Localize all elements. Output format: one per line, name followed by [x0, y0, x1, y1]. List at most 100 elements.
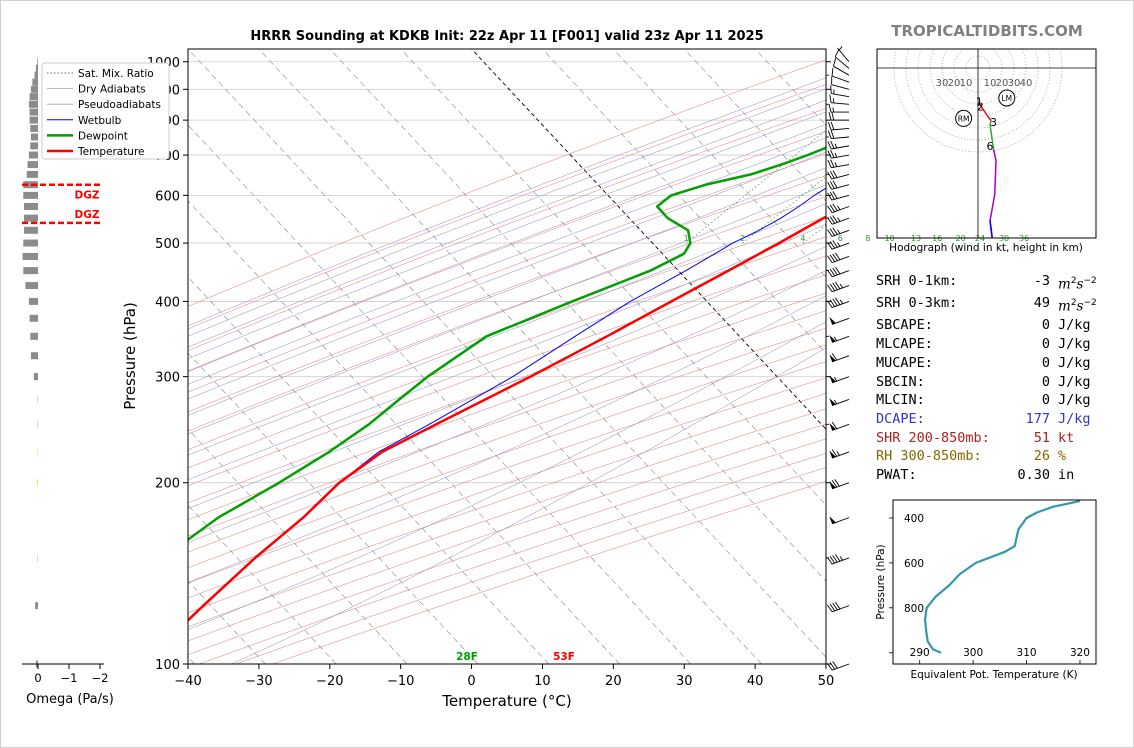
- barb-flag: [829, 481, 836, 489]
- barb-full: [830, 85, 832, 94]
- barb-full: [827, 205, 833, 213]
- barb-staff: [831, 127, 850, 131]
- barb-full: [832, 227, 838, 235]
- legend-label-moist: Pseudoadiabats: [78, 99, 161, 111]
- wind-barb: [829, 449, 850, 459]
- mixing-ratio-label: 4: [800, 234, 805, 243]
- dry-adiabat: [188, 344, 826, 568]
- legend-box: [41, 62, 170, 160]
- wind-barb: [827, 227, 850, 237]
- barb-full: [828, 112, 832, 121]
- theta-e-x-tick-label: 290: [910, 647, 930, 659]
- x-tick-label: 40: [747, 674, 764, 689]
- barb-flag: [829, 450, 836, 459]
- barb-full: [832, 555, 838, 563]
- stat-row: SBCIN: 0 J/kg: [876, 373, 1097, 392]
- stat-label: RH 300-850mb:: [876, 448, 982, 465]
- hodograph-height-label: 1: [976, 97, 983, 109]
- barb-staff: [831, 663, 850, 671]
- dry-adiabat: [188, 393, 826, 613]
- stat-unit-part: s: [1076, 276, 1084, 293]
- barb-full: [831, 353, 838, 361]
- dry-adiabat: [188, 131, 826, 372]
- barb-half: [834, 152, 838, 158]
- wind-barb: [827, 281, 850, 293]
- stat-unit: J/kg: [1058, 317, 1091, 334]
- mixing-ratio-label: 13: [911, 234, 921, 243]
- stat-label: SBCAPE:: [876, 317, 933, 334]
- barb-full: [832, 253, 838, 261]
- barb-full: [830, 121, 835, 130]
- mixing-ratio-label: 36: [1019, 234, 1029, 243]
- legend-label-dry: Dry Adiabats: [78, 84, 146, 96]
- dgz-label: DGZ: [75, 209, 100, 221]
- stat-value: 177: [1025, 410, 1050, 427]
- thermo-grid: [188, 49, 826, 664]
- hodograph-segment: [977, 102, 992, 122]
- stat-value: 0: [1041, 392, 1050, 409]
- x-tick-label: 20: [605, 674, 622, 689]
- barb-full: [827, 557, 833, 565]
- hodograph-height-label: 2: [977, 101, 984, 113]
- stat-row: MUCAPE: 0 J/kg: [876, 354, 1097, 373]
- profiles: [188, 146, 826, 622]
- storm-motion-label: LM: [1001, 94, 1012, 103]
- dry-adiabat: [188, 175, 826, 413]
- moist-adiabat: [188, 151, 826, 400]
- barb-staff: [831, 217, 850, 225]
- omega-bar: [28, 297, 38, 305]
- dry-adiabat: [188, 310, 826, 537]
- barb-full: [829, 603, 836, 612]
- x-axis-label: Temperature (°C): [441, 692, 571, 710]
- omega-tick-label: 0: [34, 671, 41, 685]
- barb-flag: [829, 423, 836, 431]
- barb-full: [832, 267, 838, 276]
- barb-half: [838, 46, 843, 51]
- stat-value: 0: [1041, 354, 1050, 371]
- hodograph-segment: [989, 220, 993, 238]
- mixing-ratio-label: 24: [975, 234, 985, 243]
- barb-flag: [829, 316, 836, 325]
- mixing-ratio-label: 10: [885, 234, 895, 243]
- barb-full: [827, 217, 833, 225]
- stat-unit-part: s: [1076, 298, 1084, 315]
- barb-full: [832, 298, 838, 306]
- omega-tick-label: −2: [92, 671, 109, 685]
- barb-half: [837, 205, 841, 211]
- omega-bar: [23, 267, 38, 275]
- moist-adiabat: [188, 223, 826, 481]
- dry-adiabat: [188, 236, 826, 469]
- barb-staff: [831, 557, 850, 565]
- omega-bar: [29, 108, 38, 116]
- y-tick-label: 600: [155, 189, 180, 204]
- stat-row: SBCAPE: 0 J/kg: [876, 316, 1097, 335]
- barb-staff: [831, 173, 850, 180]
- hodograph-ring-label: 30: [936, 78, 949, 89]
- omega-axis-label: Omega (Pa/s): [26, 692, 114, 707]
- omega-bar: [35, 602, 38, 610]
- stat-unit: J/kg: [1058, 410, 1091, 427]
- stat-unit-part: m: [1058, 276, 1071, 293]
- mixing-ratio-label: 20: [955, 234, 965, 243]
- barb-staff: [837, 47, 850, 63]
- stat-row: MLCAPE: 0 J/kg: [876, 335, 1097, 354]
- barb-full: [827, 242, 833, 250]
- stat-unit: kt: [1058, 429, 1075, 446]
- barb-full: [829, 241, 836, 249]
- barb-full: [827, 130, 832, 139]
- barb-full: [832, 203, 838, 211]
- wind-barb: [827, 140, 850, 150]
- theta-e-x-tick-label: 320: [1070, 647, 1090, 659]
- barb-staff: [834, 56, 850, 69]
- legend-label-dewpoint: Dewpoint: [78, 130, 128, 142]
- theta-e-y-tick-label: 600: [904, 558, 924, 570]
- y-tick-label: 200: [155, 477, 180, 492]
- barb-full: [830, 140, 835, 149]
- barb-half: [833, 376, 838, 382]
- isotherm: [188, 352, 479, 664]
- wind-barb: [827, 170, 850, 180]
- stat-label: DCAPE:: [876, 410, 925, 427]
- theta-e-x-tick-label: 300: [963, 647, 983, 659]
- moist-adiabat: [188, 111, 826, 360]
